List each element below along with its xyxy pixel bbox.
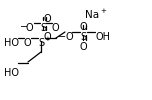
Text: S: S: [38, 38, 44, 48]
Text: O: O: [43, 32, 51, 42]
Text: HO: HO: [4, 38, 19, 48]
Text: HO: HO: [4, 68, 19, 78]
Text: O: O: [26, 23, 34, 33]
Text: +: +: [44, 36, 50, 42]
Text: O: O: [80, 42, 88, 52]
Text: S: S: [80, 32, 86, 42]
Text: Na: Na: [85, 10, 99, 20]
Text: OH: OH: [95, 32, 110, 42]
Text: −: −: [20, 22, 28, 32]
Text: S: S: [40, 23, 46, 33]
Text: O: O: [65, 32, 73, 42]
Text: O: O: [43, 14, 51, 24]
Text: +: +: [100, 8, 106, 14]
Text: −: −: [58, 32, 66, 42]
Text: O: O: [24, 38, 32, 48]
Text: O: O: [52, 23, 60, 33]
Text: O: O: [80, 22, 88, 32]
